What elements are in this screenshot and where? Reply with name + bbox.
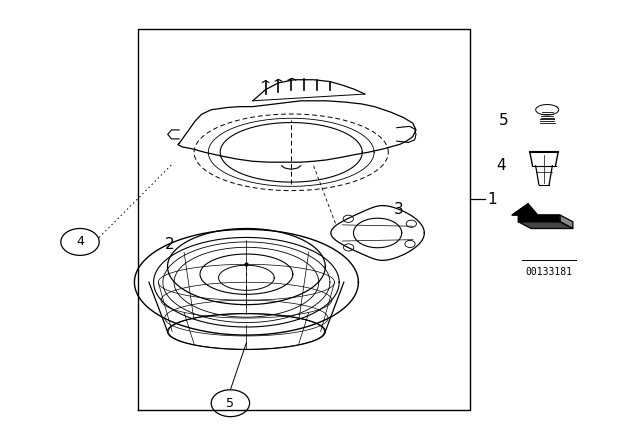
Text: 5: 5 [499,113,509,129]
Polygon shape [512,204,560,222]
Text: 2: 2 [165,237,175,252]
Text: 1: 1 [488,192,497,207]
Polygon shape [518,222,573,228]
Text: 4: 4 [496,158,506,173]
Text: 00133181: 00133181 [525,267,572,276]
Polygon shape [560,215,573,228]
Text: 5: 5 [227,396,234,410]
Text: 3: 3 [394,202,403,217]
Text: 4: 4 [76,235,84,249]
